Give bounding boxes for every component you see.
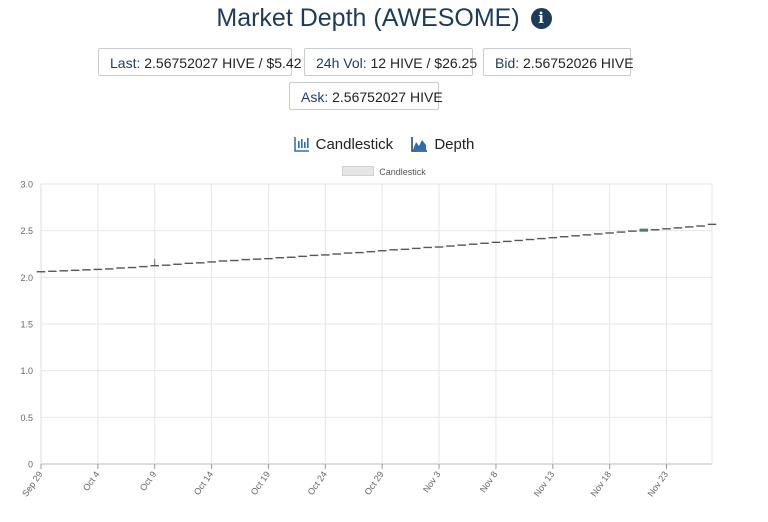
page-title-text: Market Depth (AWESOME) — [216, 4, 520, 32]
y-tick-label: 1.5 — [20, 320, 33, 330]
stat-ask: Ask: 2.56752027 HIVE — [289, 82, 443, 110]
stat-last-value: 2.56752027 HIVE / $5.42 — [144, 55, 302, 71]
x-tick-label: Nov 3 — [421, 469, 443, 494]
legend-swatch — [342, 166, 375, 176]
legend-label: Candlestick — [379, 167, 426, 177]
stat-last-label: Last: — [110, 55, 141, 71]
candle-body — [639, 228, 649, 232]
y-tick-label: 0.5 — [20, 413, 33, 423]
stat-volume-value: 12 HIVE / $26.25 — [370, 55, 478, 71]
candlestick-icon — [293, 137, 309, 152]
tab-candlestick[interactable]: Candlestick — [293, 136, 394, 153]
x-tick-label: Nov 13 — [532, 469, 557, 498]
stat-bid-value: 2.56752026 HIVE — [523, 55, 634, 71]
stat-last: Last: 2.56752027 HIVE / $5.42 — [98, 48, 301, 76]
y-tick-label: 2.0 — [20, 273, 33, 283]
info-circle-icon[interactable]: i — [530, 8, 552, 29]
stat-volume: 24h Vol: 12 HIVE / $26.25 — [304, 48, 477, 76]
chart-legend[interactable]: Candlestick — [0, 166, 768, 177]
chart-type-tabs: Candlestick Depth — [0, 136, 768, 153]
y-tick-label: 0 — [28, 460, 33, 470]
stat-bid-label: Bid: — [495, 55, 520, 71]
stat-ask-value: 2.56752027 HIVE — [332, 89, 443, 105]
x-tick-label: Nov 18 — [589, 469, 614, 498]
x-tick-label: Nov 8 — [478, 469, 500, 494]
tab-candlestick-label: Candlestick — [315, 136, 394, 153]
x-tick-label: Oct 9 — [138, 469, 159, 492]
y-tick-label: 3.0 — [20, 180, 33, 190]
x-tick-label: Sep 29 — [20, 469, 45, 498]
y-tick-label: 2.5 — [20, 226, 33, 236]
x-tick-label: Oct 4 — [81, 469, 102, 492]
tab-depth-label: Depth — [434, 136, 475, 153]
x-tick-label: Nov 23 — [646, 469, 671, 498]
page-title: Market Depth (AWESOME) i — [0, 4, 768, 33]
stat-ask-label: Ask: — [301, 89, 329, 105]
x-tick-label: Oct 14 — [192, 469, 215, 496]
stat-bid: Bid: 2.56752026 HIVE — [483, 48, 634, 76]
y-tick-label: 1.0 — [20, 366, 33, 376]
stat-volume-label: 24h Vol: — [316, 55, 367, 71]
area-chart-icon — [411, 137, 428, 152]
x-tick-label: Oct 29 — [362, 469, 385, 496]
x-tick-label: Oct 19 — [249, 469, 272, 496]
x-tick-label: Oct 24 — [306, 469, 329, 496]
tab-depth[interactable]: Depth — [411, 136, 474, 153]
